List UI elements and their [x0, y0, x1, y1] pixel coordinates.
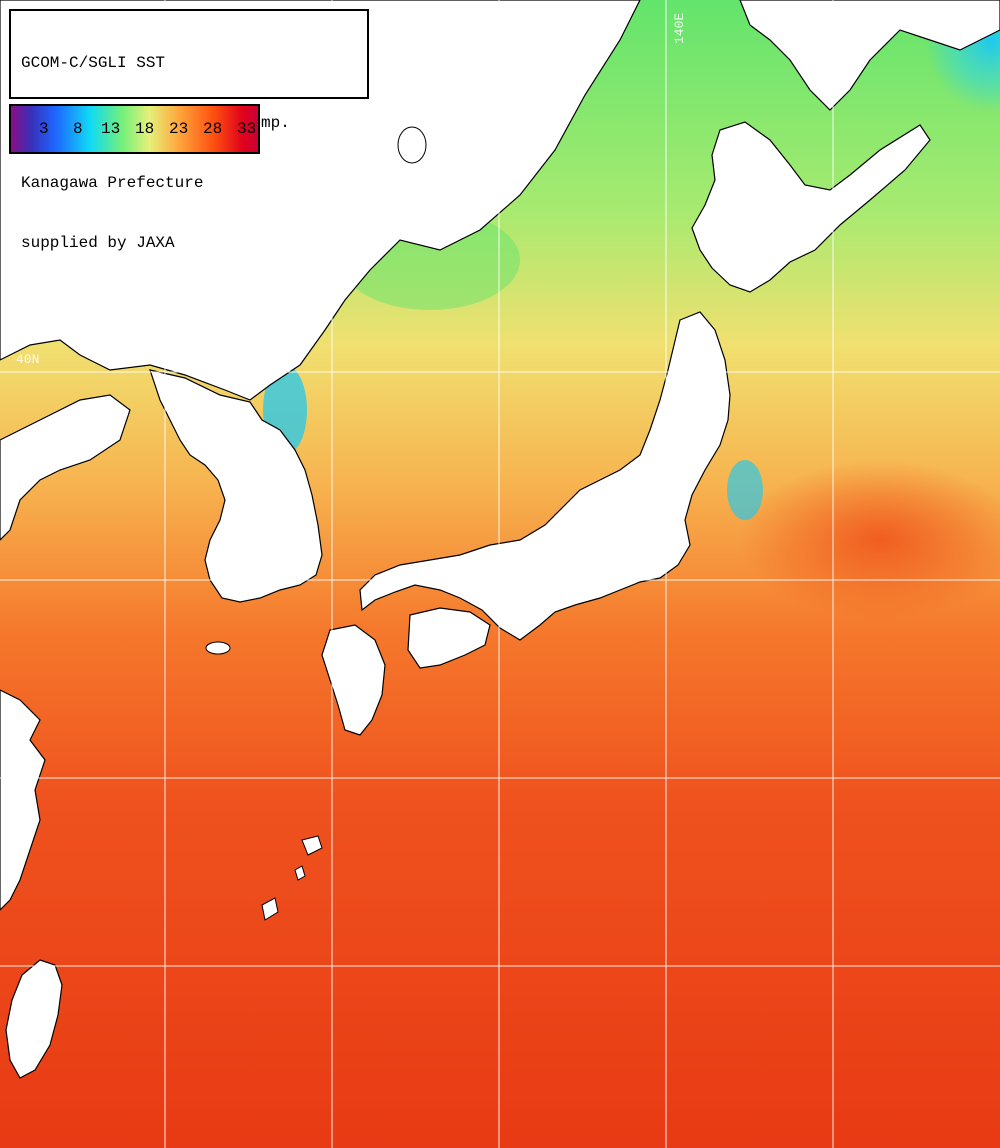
land-island-rebun [397, 126, 427, 164]
title-line-region: Kanagawa Prefecture [21, 174, 204, 192]
cold-patch-kanto [727, 460, 763, 520]
land-kyushu [321, 624, 386, 736]
land-ryukyu-3 [294, 865, 306, 881]
land-honshu [359, 311, 731, 641]
land-ryukyu-2 [261, 897, 279, 921]
grid-label-140e: 140E [672, 12, 687, 44]
land-island-oki [205, 641, 231, 655]
color-scale-legend: 3 8 13 18 23 28 33 [9, 104, 260, 154]
title-line-product: GCOM-C/SGLI SST [21, 54, 166, 72]
land-taiwan [5, 959, 63, 1079]
title-line-credit: supplied by JAXA [21, 234, 175, 252]
legend-label-8: 8 [73, 120, 83, 138]
land-korea [149, 369, 323, 603]
legend-label-28: 28 [203, 120, 223, 138]
land-sakhalin [739, 0, 1000, 111]
land-ryukyu-1 [301, 835, 323, 856]
land-china-east [0, 689, 46, 911]
legend-label-18: 18 [135, 120, 155, 138]
title-box: GCOM-C/SGLI SST ~2025/10/16 (UTC) Week C… [9, 9, 369, 252]
legend-label-33: 33 [237, 120, 257, 138]
land-hokkaido [691, 121, 931, 293]
land-mainland-north [0, 0, 641, 401]
legend-label-3: 3 [39, 120, 49, 138]
land-shikoku [407, 607, 491, 669]
legend-label-23: 23 [169, 120, 189, 138]
grid-label-40n: 40N [16, 352, 40, 367]
grid-label-30n: 30N [16, 760, 40, 775]
land-china-north [0, 394, 131, 541]
legend-label-13: 13 [101, 120, 121, 138]
